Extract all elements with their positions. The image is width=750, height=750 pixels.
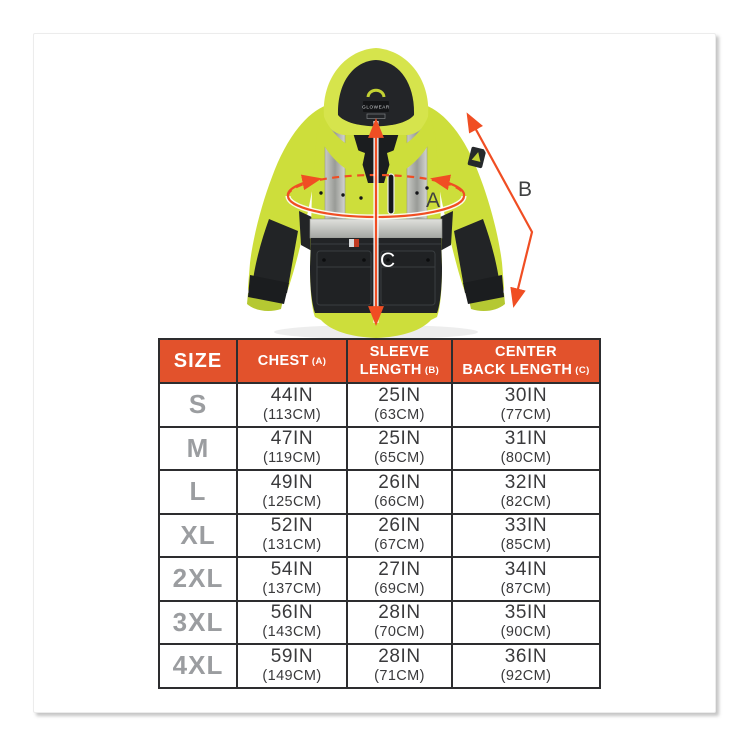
back-value: 31IN (80CM) [451, 425, 601, 471]
table-row-2xl: 2XL 54IN (137CM) 27IN (69CM) 34IN (87CM) [158, 556, 601, 602]
table-row-3xl: 3XL 56IN (143CM) 28IN (70CM) 35IN (90CM) [158, 599, 601, 645]
sleeve-value: 26IN (66CM) [346, 469, 453, 515]
table-row-l: L 49IN (125CM) 26IN (66CM) 32IN (82CM) [158, 469, 601, 515]
chest-value: 52IN (131CM) [236, 512, 348, 558]
brand-tag [349, 239, 359, 247]
size-chart-header: SIZE CHEST (A) SLEEVE LENGTH (B) CENTER BACK… [158, 338, 601, 384]
table-row-xl: XL 52IN (131CM) 26IN (67CM) 33IN (85CM) [158, 512, 601, 558]
sleeve-value: 26IN (67CM) [346, 512, 453, 558]
hang-loop [366, 88, 386, 98]
header-center-back-length: CENTER BACK LENGTH (C) [451, 338, 601, 384]
chest-value: 56IN (143CM) [236, 599, 348, 645]
header-chest: CHEST (A) [236, 338, 348, 384]
chest-value: 54IN (137CM) [236, 556, 348, 602]
sleeve-value: 25IN (63CM) [346, 382, 453, 428]
table-row-4xl: 4XL 59IN (149CM) 28IN (71CM) 36IN (92CM) [158, 643, 601, 689]
back-value: 33IN (85CM) [451, 512, 601, 558]
size-label: 4XL [158, 643, 238, 689]
size-label: 3XL [158, 599, 238, 645]
jacket-figure: GLOWEAR [221, 41, 546, 341]
sleeve-logo-patch [467, 146, 487, 169]
size-label: 2XL [158, 556, 238, 602]
hood-lining [337, 60, 415, 127]
svg-text:GLOWEAR: GLOWEAR [362, 105, 390, 110]
sleeve-measurement-arrow [465, 112, 535, 308]
header-size: SIZE [158, 338, 238, 384]
sleeve-value: 27IN (69CM) [346, 556, 453, 602]
chest-value: 59IN (149CM) [236, 643, 348, 689]
sleeve-value: 28IN (70CM) [346, 599, 453, 645]
back-value: 36IN (92CM) [451, 643, 601, 689]
table-row-m: M 47IN (119CM) 25IN (65CM) 31IN (80CM) [158, 425, 601, 471]
size-label: S [158, 382, 238, 428]
jacket-sleeve-left [247, 105, 327, 312]
annotation-c-label: C [380, 249, 395, 272]
back-value: 32IN (82CM) [451, 469, 601, 515]
chest-zip [387, 173, 395, 215]
annotation-b-label: B [518, 178, 532, 201]
chest-value: 47IN (119CM) [236, 425, 348, 471]
sizing-chart-card: GLOWEAR [33, 33, 716, 713]
back-value: 34IN (87CM) [451, 556, 601, 602]
sleeve-value: 25IN (65CM) [346, 425, 453, 471]
back-value: 30IN (77CM) [451, 382, 601, 428]
annotation-a-label: A [426, 189, 440, 212]
jacket-size-diagram: GLOWEAR [247, 48, 535, 339]
table-row-s: S 44IN (113CM) 25IN (63CM) 30IN (77CM) [158, 382, 601, 428]
back-value: 35IN (90CM) [451, 599, 601, 645]
sleeve-value: 28IN (71CM) [346, 643, 453, 689]
size-chart-table: SIZE CHEST (A) SLEEVE LENGTH (B) CENTER BACK… [158, 338, 601, 689]
size-label: M [158, 425, 238, 471]
chest-value: 49IN (125CM) [236, 469, 348, 515]
size-label: L [158, 469, 238, 515]
size-label: XL [158, 512, 238, 558]
chest-value: 44IN (113CM) [236, 382, 348, 428]
header-sleeve-length: SLEEVE LENGTH (B) [346, 338, 453, 384]
